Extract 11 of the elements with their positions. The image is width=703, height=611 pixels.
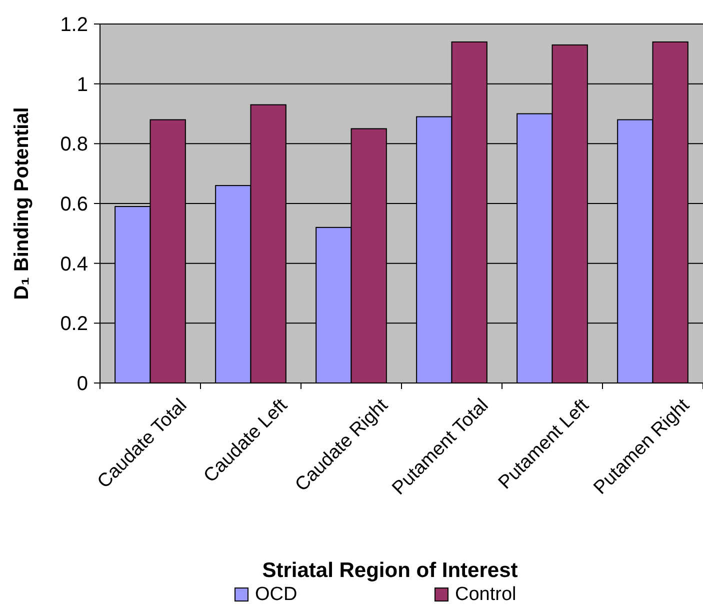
y-tick-label: 1.2 <box>60 14 88 36</box>
y-tick-label: 0 <box>76 373 88 395</box>
x-axis-title: Striatal Region of Interest <box>262 559 518 582</box>
y-tick-label: 1 <box>76 74 88 96</box>
y-tick-label: 0.8 <box>60 134 88 156</box>
legend-label: Control <box>455 584 516 605</box>
legend-label: OCD <box>255 584 298 605</box>
y-tick-label: 0.6 <box>60 194 88 216</box>
y-tick-label: 0.4 <box>60 253 88 276</box>
y-tick-label: 0.2 <box>60 313 88 336</box>
y-axis-title: D₁ Binding Potential <box>11 107 33 300</box>
